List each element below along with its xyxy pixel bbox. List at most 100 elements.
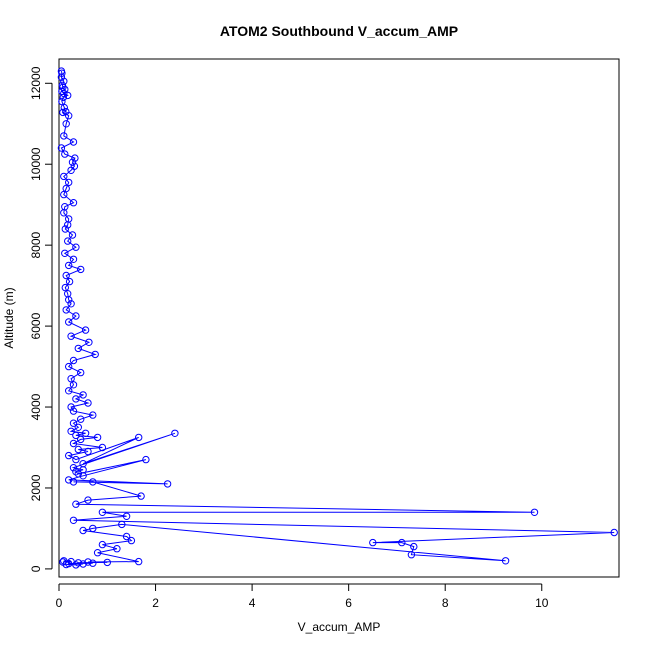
data-point	[530, 508, 539, 516]
data-point	[163, 480, 172, 488]
data-point	[77, 415, 85, 423]
data-point	[74, 470, 83, 478]
data-point	[57, 73, 66, 81]
data-point	[59, 558, 67, 566]
data-point	[65, 387, 73, 395]
data-point	[81, 429, 90, 437]
x-tick-label: 10	[535, 596, 549, 610]
data-point	[72, 312, 80, 320]
data-point	[58, 97, 66, 106]
data-point	[62, 184, 70, 193]
data-point	[68, 158, 77, 166]
x-tick-label: 2	[152, 596, 159, 610]
data-point	[69, 464, 78, 472]
data-point	[93, 549, 102, 557]
data-point	[85, 338, 93, 346]
y-axis-label: Altitude (m)	[2, 287, 16, 348]
series-line	[60, 70, 615, 566]
data-point	[79, 560, 87, 568]
data-point	[64, 91, 72, 100]
data-point	[137, 492, 145, 500]
data-point	[103, 558, 112, 567]
data-point	[74, 344, 83, 353]
data-point	[69, 439, 78, 448]
data-point	[89, 559, 97, 567]
x-tick-label: 6	[345, 596, 352, 610]
data-point	[65, 261, 73, 270]
data-point	[69, 407, 78, 415]
data-point	[69, 516, 78, 524]
data-point	[67, 300, 75, 308]
y-tick-label: 2000	[29, 474, 43, 501]
data-point	[77, 368, 85, 377]
x-tick-label: 8	[442, 596, 449, 610]
data-point	[69, 199, 78, 207]
data-point	[57, 144, 66, 152]
data-point	[81, 326, 90, 334]
data-point	[69, 381, 78, 389]
data-point	[98, 443, 107, 452]
data-point	[62, 120, 70, 128]
data-point	[74, 423, 83, 431]
data-point	[62, 271, 70, 280]
data-point	[72, 431, 80, 440]
data-point	[60, 89, 68, 98]
data-point	[67, 332, 75, 340]
data-point	[79, 472, 87, 480]
data-point	[93, 433, 102, 442]
data-point	[65, 178, 73, 187]
data-point	[60, 190, 68, 199]
data-point	[60, 172, 68, 181]
y-tick-label: 8000	[29, 231, 43, 258]
data-point	[60, 132, 68, 140]
data-point	[142, 455, 150, 464]
data-point	[65, 362, 73, 371]
data-point	[72, 455, 80, 464]
data-point	[67, 557, 75, 566]
y-tick-label: 0	[29, 565, 43, 572]
data-point	[127, 536, 136, 545]
data-point	[84, 496, 92, 504]
data-point	[69, 356, 78, 365]
data-point	[65, 318, 73, 326]
data-point	[72, 468, 80, 476]
data-point	[79, 391, 87, 399]
data-point	[89, 524, 97, 533]
y-tick-label: 4000	[29, 393, 43, 420]
data-point	[122, 532, 131, 541]
data-point	[501, 557, 510, 565]
data-point	[61, 150, 69, 158]
data-point	[65, 476, 73, 484]
data-point	[72, 243, 80, 251]
data-point	[135, 557, 143, 566]
series-layer	[57, 67, 618, 569]
data-point	[58, 69, 66, 77]
data-point	[410, 542, 418, 551]
data-point	[84, 399, 92, 407]
data-point	[72, 395, 80, 403]
data-point	[122, 512, 131, 520]
data-point	[84, 447, 92, 456]
data-point	[69, 138, 78, 146]
data-point	[98, 508, 107, 516]
data-point	[74, 445, 83, 454]
chart-title: ATOM2 Southbound V_accum_AMP	[220, 23, 458, 39]
data-point	[64, 221, 72, 229]
data-point	[61, 225, 70, 233]
data-point	[77, 435, 85, 444]
data-point	[98, 540, 107, 549]
x-tick-label: 4	[249, 596, 256, 610]
x-tick-label: 0	[56, 596, 63, 610]
data-point	[61, 283, 70, 292]
y-tick-label: 6000	[29, 312, 43, 339]
data-point	[113, 545, 121, 553]
data-point	[74, 559, 83, 567]
data-point	[67, 403, 75, 411]
data-point	[77, 265, 85, 274]
plot-frame	[58, 58, 620, 578]
data-point	[398, 538, 406, 547]
data-point	[69, 255, 78, 263]
data-point	[60, 209, 68, 217]
